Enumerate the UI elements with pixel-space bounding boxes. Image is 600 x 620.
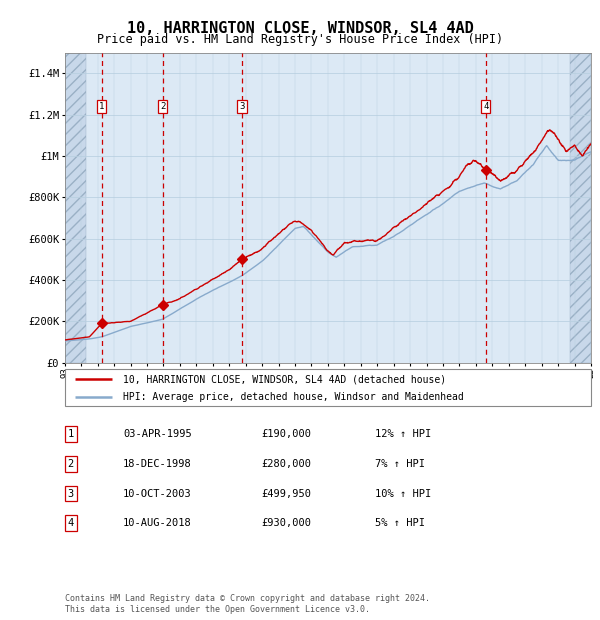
Text: 4: 4 — [483, 102, 488, 111]
Text: 10, HARRINGTON CLOSE, WINDSOR, SL4 4AD: 10, HARRINGTON CLOSE, WINDSOR, SL4 4AD — [127, 21, 473, 36]
Text: 2: 2 — [160, 102, 166, 111]
Text: 03-APR-1995: 03-APR-1995 — [123, 429, 192, 439]
Text: 12% ↑ HPI: 12% ↑ HPI — [375, 429, 431, 439]
FancyBboxPatch shape — [65, 369, 591, 406]
Text: 1: 1 — [68, 429, 74, 439]
Text: Price paid vs. HM Land Registry's House Price Index (HPI): Price paid vs. HM Land Registry's House … — [97, 33, 503, 46]
Text: 1: 1 — [99, 102, 104, 111]
Text: 3: 3 — [68, 489, 74, 498]
Text: £280,000: £280,000 — [261, 459, 311, 469]
Text: £499,950: £499,950 — [261, 489, 311, 498]
Text: £190,000: £190,000 — [261, 429, 311, 439]
Text: 7% ↑ HPI: 7% ↑ HPI — [375, 459, 425, 469]
Text: £930,000: £930,000 — [261, 518, 311, 528]
Text: 10-OCT-2003: 10-OCT-2003 — [123, 489, 192, 498]
Text: Contains HM Land Registry data © Crown copyright and database right 2024.
This d: Contains HM Land Registry data © Crown c… — [65, 595, 430, 614]
Text: 4: 4 — [68, 518, 74, 528]
Text: 10% ↑ HPI: 10% ↑ HPI — [375, 489, 431, 498]
Text: 18-DEC-1998: 18-DEC-1998 — [123, 459, 192, 469]
Text: 2: 2 — [68, 459, 74, 469]
Text: 10-AUG-2018: 10-AUG-2018 — [123, 518, 192, 528]
Text: 3: 3 — [239, 102, 245, 111]
Text: 10, HARRINGTON CLOSE, WINDSOR, SL4 4AD (detached house): 10, HARRINGTON CLOSE, WINDSOR, SL4 4AD (… — [122, 374, 446, 384]
Text: 5% ↑ HPI: 5% ↑ HPI — [375, 518, 425, 528]
Bar — [65, 53, 86, 363]
Text: HPI: Average price, detached house, Windsor and Maidenhead: HPI: Average price, detached house, Wind… — [122, 392, 463, 402]
Bar — [569, 53, 591, 363]
